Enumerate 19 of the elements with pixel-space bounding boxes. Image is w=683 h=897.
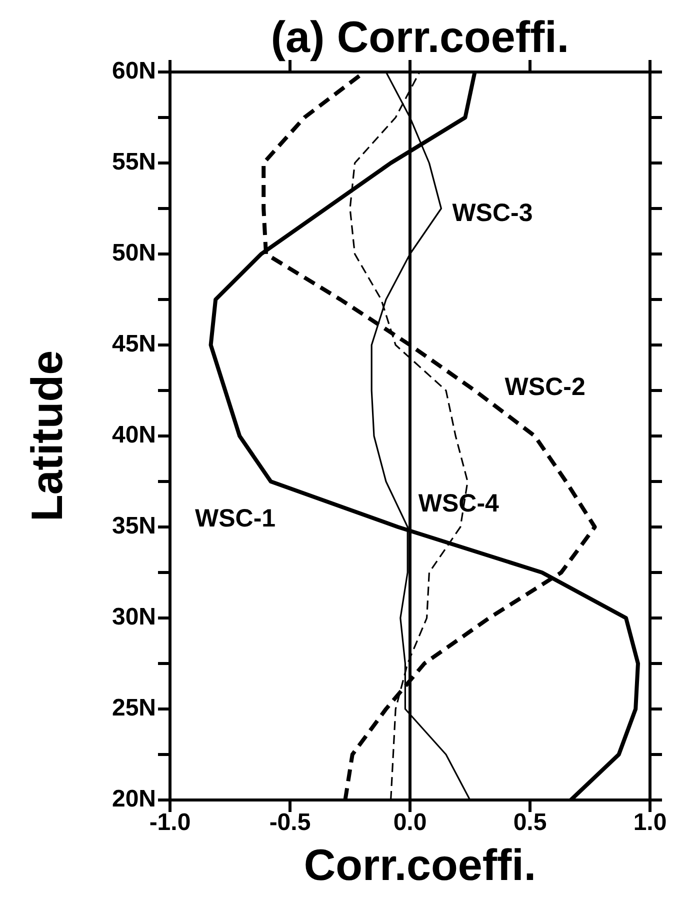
series-label: WSC-4 <box>418 490 500 518</box>
y-tick-label: 35N <box>112 512 156 540</box>
x-tick-label: 0.5 <box>513 809 547 836</box>
y-tick-label: 50N <box>112 239 156 266</box>
y-tick-label: 25N <box>112 694 156 722</box>
series-label: WSC-3 <box>452 199 533 228</box>
y-tick-label: 60N <box>112 57 156 84</box>
x-tick-label: 1.0 <box>633 809 667 836</box>
y-tick-label: 45N <box>112 330 156 358</box>
x-tick-label: -0.5 <box>269 809 311 836</box>
series-label: WSC-1 <box>195 504 276 533</box>
y-tick-label: 40N <box>112 421 156 448</box>
y-tick-label: 55N <box>112 148 156 176</box>
y-axis-title: Latitude <box>23 350 72 522</box>
y-tick-label: 30N <box>112 603 156 630</box>
x-tick-label: 0.0 <box>393 809 427 836</box>
x-axis-title: Corr.coeffi. <box>304 841 536 890</box>
chart-title: (a) Corr.coeffi. <box>270 13 570 62</box>
series-label: WSC-2 <box>504 373 586 402</box>
